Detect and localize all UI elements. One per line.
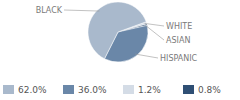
leader-line: [145, 25, 164, 40]
legend-swatch: [123, 85, 134, 94]
category-label: HISPANIC: [160, 54, 198, 63]
legend-swatch: [183, 85, 194, 94]
leader-line: [135, 54, 158, 58]
leader-line: [145, 23, 164, 26]
legend-swatch: [3, 85, 14, 94]
legend-label: 0.8%: [198, 85, 221, 95]
legend-label: 1.2%: [138, 85, 161, 95]
legend-swatch: [63, 85, 74, 94]
category-label: BLACK: [36, 6, 63, 15]
chart-container: BLACK HISPANIC WHITE ASIAN 62.0% 36.0% 1.2% 0.8…: [0, 0, 240, 100]
category-label: WHITE: [166, 22, 192, 31]
category-label: ASIAN: [166, 36, 190, 45]
legend-label: 62.0%: [18, 85, 47, 95]
legend: 62.0% 36.0% 1.2% 0.8%: [3, 85, 221, 95]
chart: BLACK HISPANIC WHITE ASIAN 62.0% 36.0% 1.2% 0.8…: [0, 0, 240, 100]
leader-line: [64, 10, 99, 11]
pie-slice: [88, 2, 146, 59]
legend-label: 36.0%: [78, 85, 107, 95]
